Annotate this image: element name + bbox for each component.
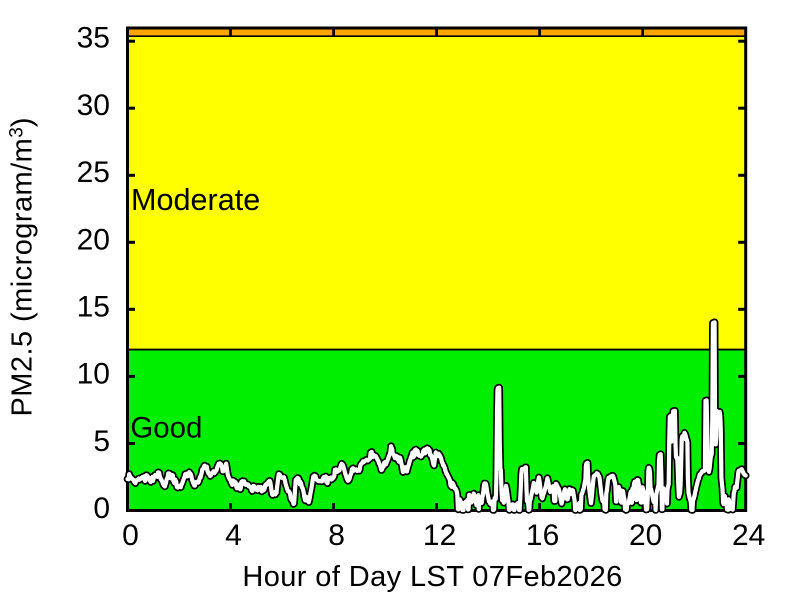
svg-text:30: 30 <box>77 89 110 122</box>
svg-text:35: 35 <box>77 22 110 55</box>
svg-text:10: 10 <box>77 358 110 391</box>
svg-text:24: 24 <box>732 519 765 552</box>
svg-text:20: 20 <box>77 223 110 256</box>
svg-text:Moderate: Moderate <box>131 183 260 217</box>
svg-text:Hour of Day LST 07Feb2026: Hour of Day LST 07Feb2026 <box>242 561 622 593</box>
svg-text:0: 0 <box>93 492 110 525</box>
svg-text:20: 20 <box>629 519 662 552</box>
svg-text:25: 25 <box>77 156 110 189</box>
svg-text:15: 15 <box>77 291 110 324</box>
svg-text:0: 0 <box>122 519 139 552</box>
svg-text:16: 16 <box>526 519 559 552</box>
svg-text:8: 8 <box>328 519 345 552</box>
svg-text:4: 4 <box>225 519 242 552</box>
svg-text:PM2.5 (microgram/m3): PM2.5 (microgram/m3) <box>6 117 38 416</box>
svg-text:12: 12 <box>423 519 456 552</box>
svg-text:Good: Good <box>130 411 202 444</box>
svg-text:5: 5 <box>93 425 110 458</box>
